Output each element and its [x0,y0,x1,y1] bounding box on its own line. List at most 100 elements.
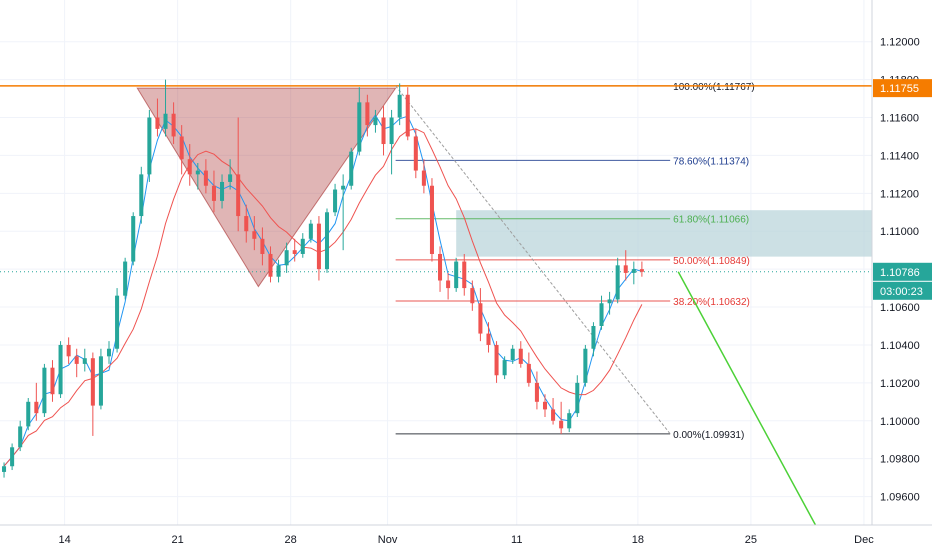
candle[interactable] [623,250,628,281]
candle[interactable] [446,272,451,300]
projection-line [677,271,817,526]
candle[interactable] [639,261,644,277]
candle[interactable] [236,117,241,232]
candle[interactable] [518,341,523,368]
candle-body [559,420,564,429]
candle[interactable] [421,159,426,194]
candle[interactable] [583,344,588,387]
candle[interactable] [50,360,55,402]
candle-body [252,231,257,239]
candle[interactable] [405,87,410,141]
candle[interactable] [139,166,144,224]
candle[interactable] [381,106,386,156]
candle[interactable] [607,291,612,315]
candle[interactable] [228,159,233,190]
candle[interactable] [333,183,338,217]
candle-body [631,269,636,273]
candle[interactable] [163,79,168,137]
candle[interactable] [389,109,394,175]
candlesticks[interactable] [2,79,644,478]
candle[interactable] [599,295,604,330]
candle-body [187,159,192,175]
candle[interactable] [252,216,257,251]
last-price-label: 1.10786 [880,267,920,279]
candle[interactable] [18,420,23,452]
candle[interactable] [373,109,378,133]
candle[interactable] [244,204,249,243]
candle[interactable] [179,125,184,175]
candle[interactable] [74,348,79,378]
candle[interactable] [171,102,176,145]
last-price-tag [873,262,932,281]
candle-body [607,299,612,304]
time-axis[interactable]: 14 21 28 Nov 11 18 25 Dec [58,534,874,546]
candle[interactable] [470,280,475,311]
candle[interactable] [438,246,443,292]
candle[interactable] [26,398,31,431]
candle[interactable] [66,337,71,364]
candle[interactable] [397,83,402,126]
candle[interactable] [534,371,539,410]
candle[interactable] [268,246,273,283]
candle[interactable] [123,257,128,300]
candle[interactable] [195,162,200,190]
candle[interactable] [316,216,321,281]
candle[interactable] [575,375,580,417]
candle[interactable] [131,212,136,266]
candle[interactable] [300,233,305,258]
candle[interactable] [559,401,564,435]
candle[interactable] [357,87,362,156]
candle[interactable] [542,394,548,417]
candle[interactable] [90,352,95,436]
candle[interactable] [591,322,596,357]
candle[interactable] [10,443,15,471]
candle[interactable] [147,109,152,182]
candle[interactable] [324,208,330,273]
candle[interactable] [34,382,39,421]
candle[interactable] [98,348,103,410]
candle[interactable] [502,356,507,380]
candle[interactable] [349,147,354,190]
candle[interactable] [413,128,418,179]
candle[interactable] [203,159,208,194]
candle-body [405,94,410,137]
candle[interactable] [42,363,47,417]
candle[interactable] [615,257,620,304]
candle[interactable] [292,238,297,262]
candle[interactable] [211,170,216,213]
candle[interactable] [82,348,87,372]
candle[interactable] [510,344,515,364]
candle[interactable] [486,322,491,353]
candle[interactable] [308,219,313,243]
candle-body [292,250,297,254]
candle[interactable] [260,227,265,266]
candle[interactable] [106,341,112,364]
candle[interactable] [551,398,556,425]
projection-arrow [677,271,817,526]
candle[interactable] [454,257,459,292]
candle[interactable] [276,259,281,283]
candle-body [349,151,354,186]
candle-body [90,358,95,406]
candle[interactable] [478,288,483,342]
candle[interactable] [462,253,467,296]
candle[interactable] [429,178,434,262]
candle[interactable] [341,174,346,251]
candle[interactable] [284,242,289,273]
candle[interactable] [526,352,531,387]
candle[interactable] [567,409,572,433]
candle[interactable] [220,174,225,209]
candle[interactable] [115,288,120,353]
ma-fast-line [3,114,643,467]
candle[interactable] [187,144,192,186]
candle-body [220,181,225,201]
candle[interactable] [365,94,370,137]
candle-body [66,344,71,357]
candle[interactable] [58,341,63,399]
candle[interactable] [2,462,7,478]
candle[interactable] [631,261,636,285]
candle[interactable] [155,98,160,137]
candle-body [518,348,523,364]
candle[interactable] [494,341,499,383]
